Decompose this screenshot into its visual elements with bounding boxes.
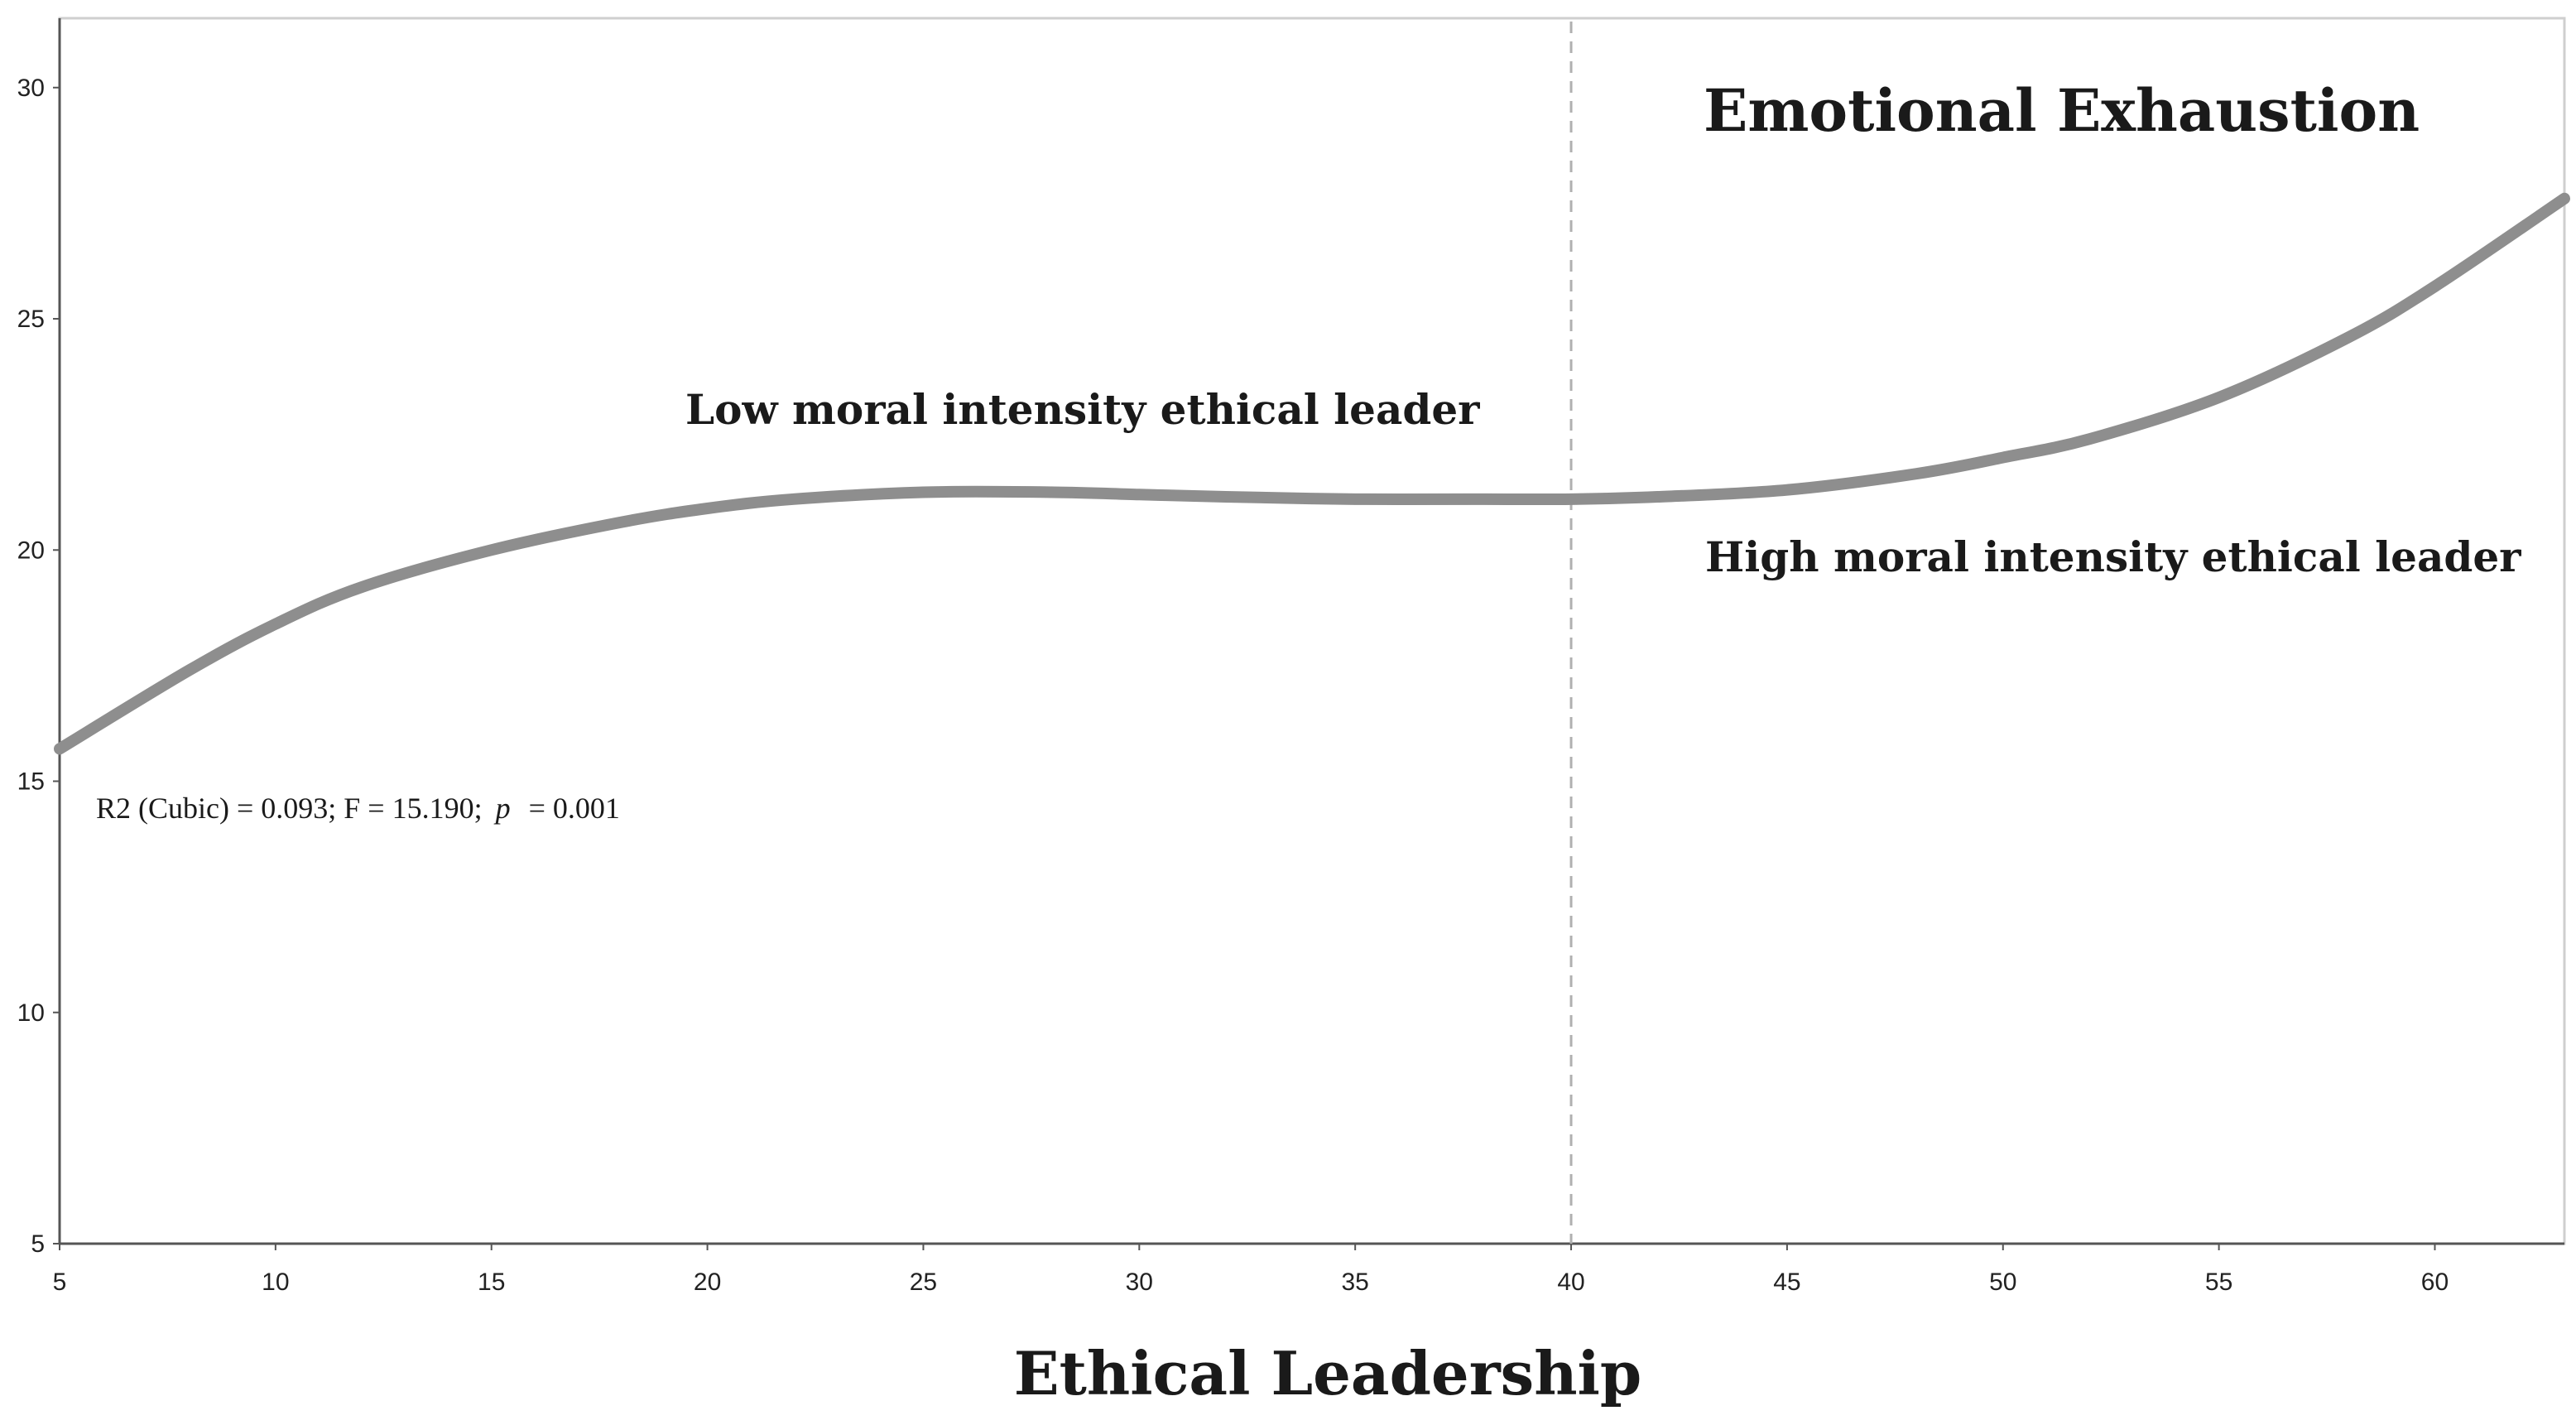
x-tick-label: 40 xyxy=(1557,1269,1584,1296)
fit-stats-p-symbol: p xyxy=(493,792,511,825)
y-tick-group: 5 10 15 20 25 30 xyxy=(17,75,60,1258)
x-tick-label: 55 xyxy=(2205,1269,2232,1296)
low-region-label: Low moral intensity ethical leader xyxy=(685,385,1480,434)
y-tick-label: 10 xyxy=(17,999,45,1027)
y-tick-label: 15 xyxy=(17,768,45,796)
x-tick-label: 45 xyxy=(1773,1269,1800,1296)
y-tick-label: 20 xyxy=(17,537,45,564)
x-tick-label: 30 xyxy=(1126,1269,1153,1296)
fit-stats-label: R2 (Cubic) = 0.093; F = 15.190; p = 0.001 xyxy=(96,792,620,825)
plot-frame xyxy=(58,17,2566,1245)
x-tick-label: 10 xyxy=(262,1269,289,1296)
x-tick-label: 50 xyxy=(1989,1269,2016,1296)
fit-stats-suffix: = 0.001 xyxy=(529,792,620,825)
x-tick-group: 5 10 15 20 25 30 35 40 45 50 55 60 xyxy=(53,1244,2449,1296)
y-tick-label: 25 xyxy=(17,306,45,333)
y-tick-label: 30 xyxy=(17,75,45,102)
fit-stats-prefix: R2 (Cubic) = 0.093; F = 15.190; xyxy=(96,792,483,825)
x-tick-label: 25 xyxy=(910,1269,937,1296)
x-axis-title: Ethical Leadership xyxy=(1014,1338,1642,1408)
y-tick-label: 5 xyxy=(31,1230,45,1258)
x-tick-label: 35 xyxy=(1341,1269,1368,1296)
x-tick-label: 60 xyxy=(2421,1269,2449,1296)
x-tick-label: 20 xyxy=(694,1269,721,1296)
series-title-label: Emotional Exhaustion xyxy=(1704,76,2420,145)
high-region-label: High moral intensity ethical leader xyxy=(1705,532,2521,581)
x-tick-label: 5 xyxy=(53,1269,67,1296)
series-line-cubic-fit xyxy=(54,192,2570,755)
x-tick-label: 15 xyxy=(478,1269,505,1296)
